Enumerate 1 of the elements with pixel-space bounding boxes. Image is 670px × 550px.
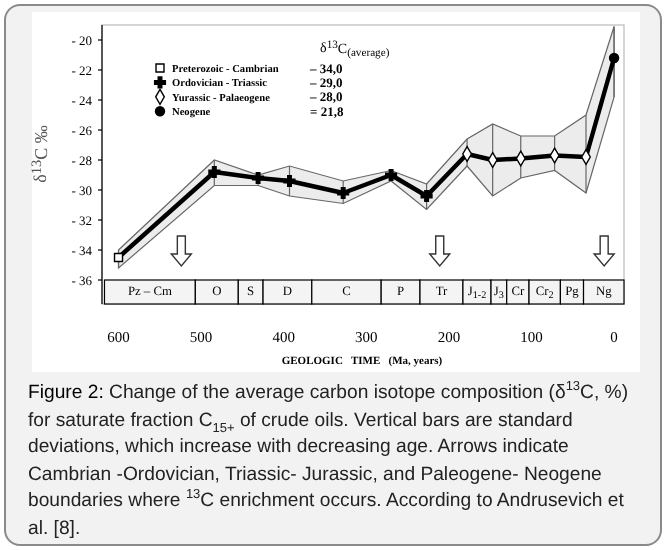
text: Figure 2: Change of the average carbon isotope composition (δ$^{13}$C, %) for saturate fraction C$_{15+}$ of crude oils. Vertical bars are standard deviations, which increase with decreasing age. Arrows indicate Cambrian -Ordovician, Triassic- Jurassic, and Paleogene- Neogene boundaries where $^{13}$C enrichment occurs. According to Andrusevich et al. [8]. — [28, 379, 629, 540]
